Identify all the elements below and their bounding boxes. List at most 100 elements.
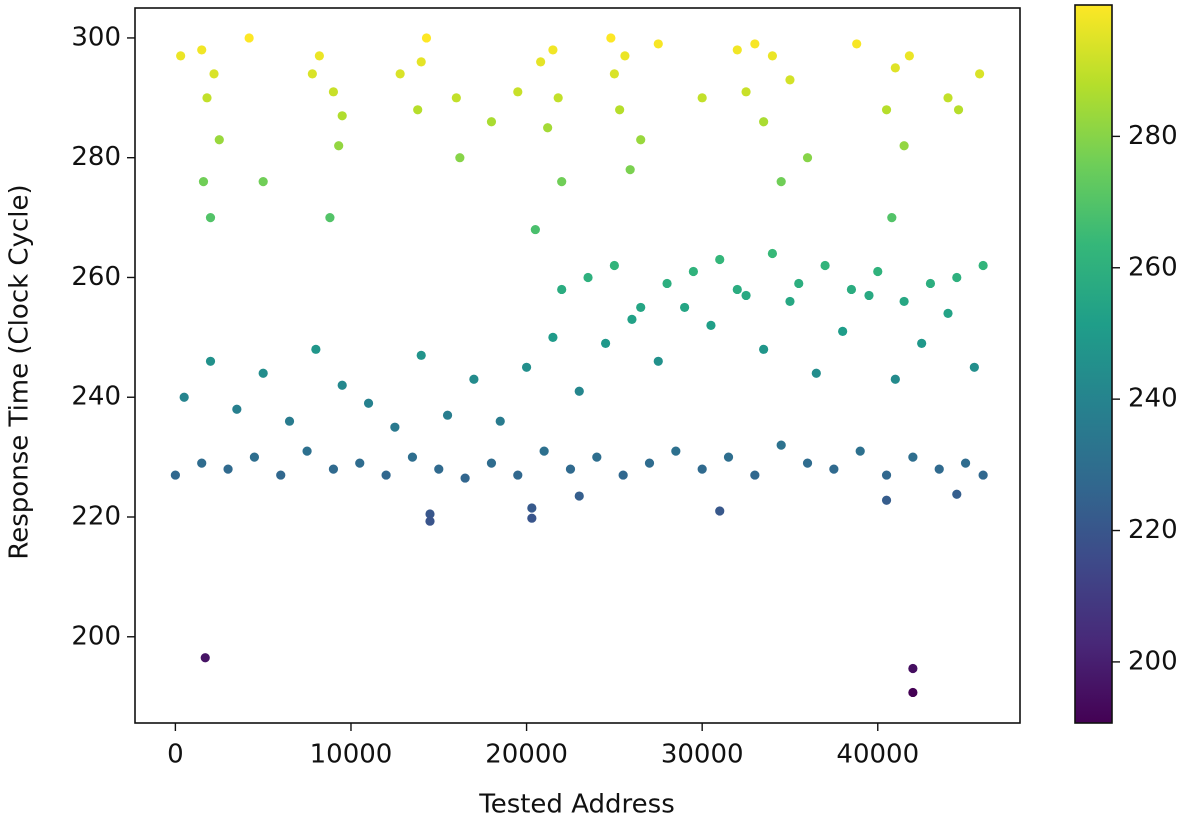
point	[706, 320, 716, 330]
point	[846, 284, 857, 295]
point	[548, 45, 558, 55]
point	[592, 452, 602, 462]
point	[662, 278, 672, 289]
plot-frame	[134, 7, 1021, 724]
colorbar-tick-label: 240	[1128, 384, 1178, 414]
point	[209, 69, 219, 79]
y-tick-label: 300	[71, 22, 121, 52]
point	[881, 495, 892, 505]
point	[337, 380, 347, 390]
point	[486, 458, 497, 468]
point	[715, 254, 725, 265]
point	[750, 39, 760, 49]
point	[434, 464, 444, 474]
point	[425, 509, 435, 519]
point	[609, 69, 619, 79]
point	[811, 368, 821, 378]
point	[548, 332, 558, 342]
point	[198, 177, 209, 187]
point	[600, 338, 611, 348]
x-tick-label: 40000	[836, 740, 919, 770]
colorbar	[1074, 4, 1113, 724]
point	[530, 224, 540, 235]
point	[943, 93, 953, 103]
y-tick-label: 260	[71, 262, 121, 292]
point	[899, 141, 909, 151]
point	[197, 45, 207, 55]
point	[881, 470, 892, 480]
point	[363, 398, 374, 408]
point	[917, 338, 927, 348]
point	[536, 57, 546, 67]
point	[205, 212, 216, 223]
point	[887, 212, 897, 223]
point	[715, 506, 725, 516]
point	[495, 416, 505, 426]
point	[653, 39, 663, 49]
point	[381, 470, 391, 480]
point	[223, 464, 233, 474]
point	[311, 344, 321, 354]
point	[302, 446, 312, 456]
point	[620, 51, 630, 61]
point	[421, 33, 432, 43]
point	[855, 446, 865, 456]
point	[200, 653, 210, 663]
point	[741, 290, 751, 301]
point	[890, 374, 900, 384]
point	[785, 75, 795, 85]
point	[697, 93, 707, 103]
point	[543, 123, 553, 133]
colorbar-tick-label: 200	[1128, 646, 1178, 676]
x-tick-label: 10000	[310, 740, 393, 770]
point	[776, 177, 786, 187]
point	[794, 278, 804, 289]
x-tick-label: 30000	[661, 740, 744, 770]
point	[908, 452, 918, 462]
point	[413, 105, 423, 115]
point	[697, 464, 707, 474]
point	[416, 350, 426, 360]
point	[395, 69, 405, 79]
point	[460, 473, 470, 483]
point	[688, 266, 698, 277]
point	[732, 45, 742, 55]
point	[680, 302, 690, 313]
point	[176, 51, 186, 61]
point	[615, 105, 625, 115]
x-tick-label: 20000	[485, 740, 568, 770]
y-tick-label: 240	[71, 382, 121, 412]
point	[953, 105, 964, 115]
point	[852, 39, 862, 49]
point	[451, 93, 461, 103]
point	[606, 33, 616, 43]
point	[314, 51, 324, 61]
point	[244, 33, 254, 43]
colorbar-tick-label: 280	[1128, 121, 1178, 151]
point	[202, 93, 212, 103]
point	[908, 687, 918, 698]
point	[881, 105, 892, 115]
point	[776, 440, 786, 450]
point	[802, 153, 813, 163]
point	[527, 513, 537, 523]
point	[513, 87, 523, 97]
point	[625, 165, 635, 175]
point	[307, 69, 317, 79]
point	[636, 302, 646, 313]
point	[486, 117, 497, 127]
colorbar-tick-label: 220	[1128, 515, 1178, 545]
point	[214, 135, 224, 145]
y-tick-label: 280	[71, 142, 121, 172]
y-tick-label: 220	[71, 502, 121, 532]
point	[521, 362, 532, 372]
point	[258, 368, 268, 378]
point	[969, 362, 979, 372]
point	[864, 290, 874, 301]
point	[759, 117, 769, 127]
point	[671, 446, 681, 456]
point	[390, 422, 400, 432]
points	[170, 33, 988, 698]
point	[609, 260, 619, 271]
